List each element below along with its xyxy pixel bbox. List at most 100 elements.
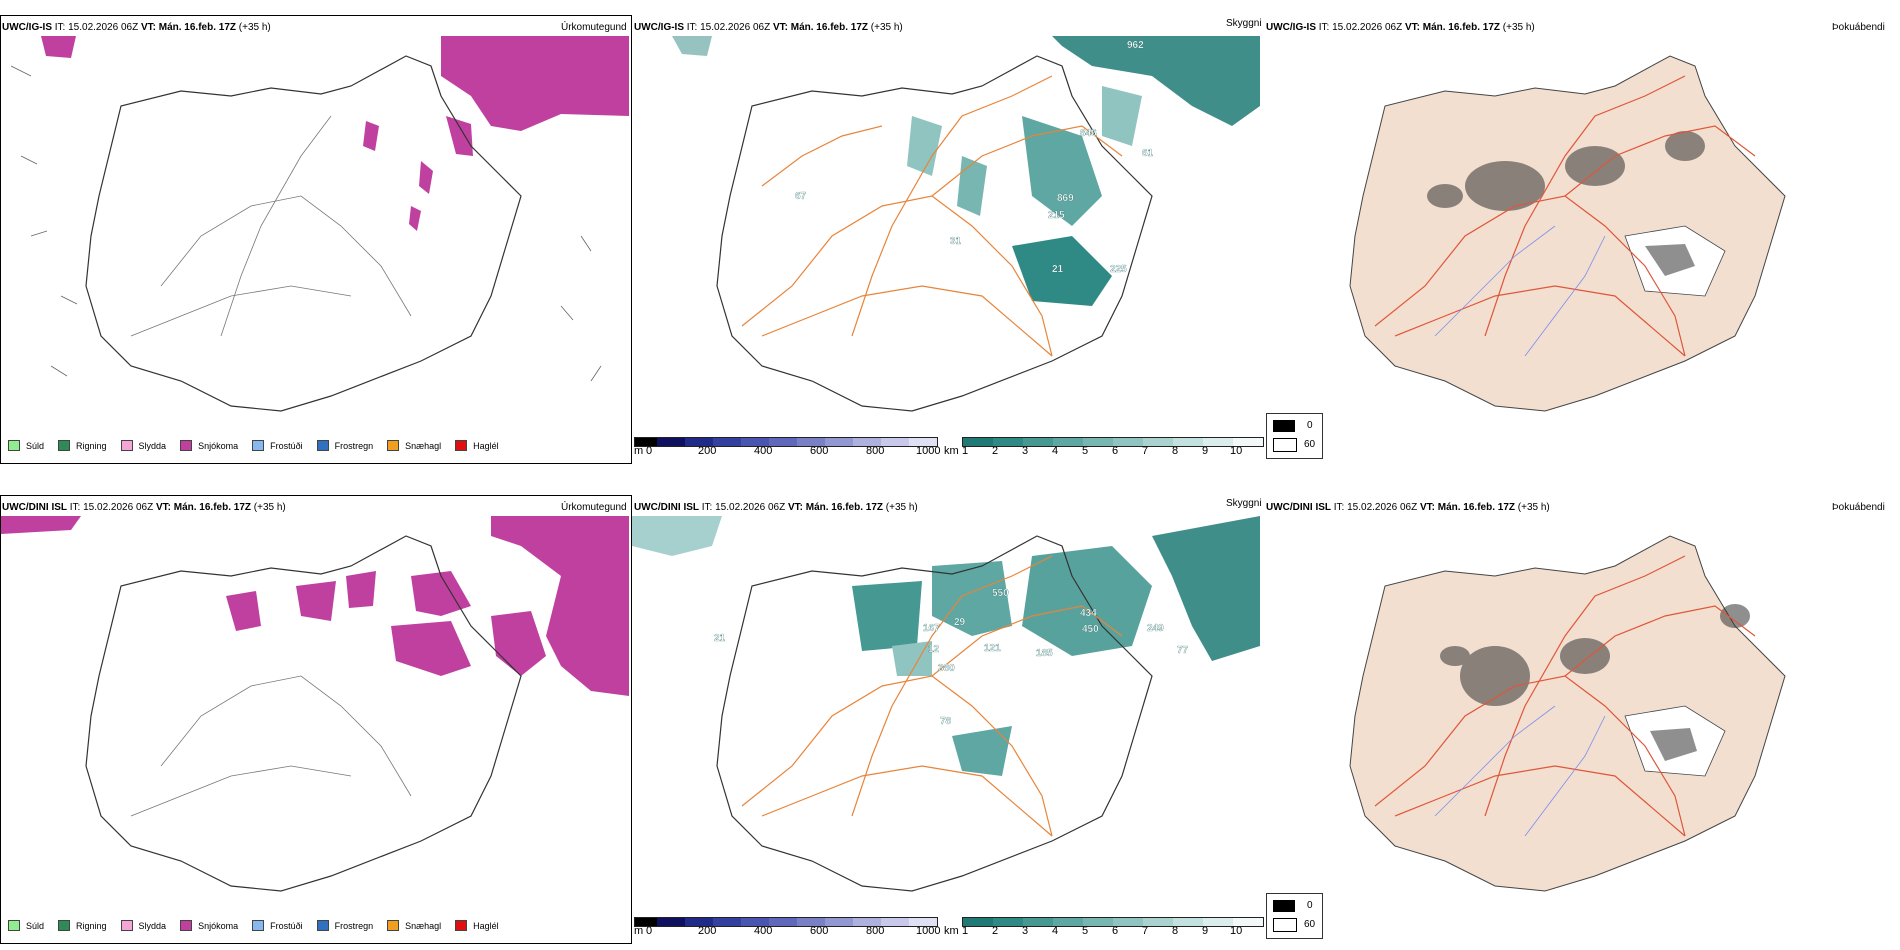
panel-type-fog: Þokuábendi: [1832, 502, 1885, 513]
vt-value: Mán. 16.feb. 17Z: [158, 22, 236, 33]
swatch-frostudi: [252, 920, 265, 931]
tick: 200: [698, 445, 717, 457]
height-unit: m: [634, 445, 644, 457]
tick: 6: [1112, 925, 1119, 937]
legend-item: Súld: [8, 920, 44, 931]
it-value: 15.02.2026 06Z: [1347, 502, 1418, 513]
iceland-map-visibility-bottom: 550 434 450 185 121 167 29 12 380 77 249…: [632, 516, 1260, 892]
lead-time: (+35 h): [885, 502, 918, 513]
swatch-haglel: [455, 440, 468, 451]
it-label: IT:: [1333, 502, 1345, 513]
height-scale-top: [634, 437, 938, 447]
tick: 2: [992, 925, 999, 937]
visibility-label: 846: [1080, 128, 1097, 139]
legend-label: Slydda: [138, 920, 167, 931]
visibility-label: 249: [1147, 623, 1164, 634]
visibility-label: 78: [940, 716, 952, 727]
lead-time: (+35 h): [1517, 502, 1550, 513]
fog-swatch-black: [1273, 900, 1295, 912]
it-value: 15.02.2026 06Z: [1332, 22, 1403, 33]
tick: 800: [866, 925, 885, 937]
panel-title-precip-bottom: UWC/DINI ISL IT: 15.02.2026 06Z VT: Mán.…: [2, 502, 286, 514]
visibility-label: 167: [923, 623, 940, 634]
tick: 8: [1172, 445, 1179, 457]
vt-label: VT:: [140, 22, 156, 33]
vt-value: Mán. 16.feb. 17Z: [805, 502, 883, 513]
legend-item: Slydda: [120, 440, 167, 451]
legend-item: Snjókoma: [180, 920, 238, 931]
swatch-frostregn: [316, 920, 329, 931]
visibility-label: 962: [1127, 40, 1144, 51]
visibility-label: 29: [954, 617, 966, 628]
legend-label: Haglél: [473, 920, 499, 931]
lead-time: (+35 h): [253, 502, 286, 513]
visibility-label: 21: [714, 633, 726, 644]
panel-title-precip-top: UWC/IG-IS IT: 15.02.2026 06Z VT: Mán. 16…: [2, 22, 271, 34]
vt-value: Mán. 16.feb. 17Z: [173, 502, 251, 513]
iceland-map-precip-bottom: [1, 516, 629, 892]
legend-label: Frostúði: [270, 920, 303, 931]
swatch-haglel: [455, 920, 468, 931]
precip-panel-bottom: [0, 495, 632, 944]
tick: 3: [1022, 445, 1029, 457]
swatch-snaehagl: [387, 920, 400, 931]
tick: 9: [1202, 925, 1209, 937]
visibility-label: 77: [1177, 645, 1189, 656]
iceland-map-fog-bottom: [1349, 535, 1786, 892]
visibility-label: 450: [1082, 624, 1099, 635]
tick: 0: [646, 445, 653, 457]
legend-item: Slydda: [120, 920, 167, 931]
legend-label: Haglél: [473, 440, 499, 451]
visibility-label: 225: [1110, 264, 1127, 275]
legend-item: Frostregn: [316, 920, 373, 931]
tick: 4: [1052, 445, 1059, 457]
vt-label: VT:: [787, 502, 803, 513]
swatch-rigning: [58, 440, 71, 451]
swatch-slydda: [120, 440, 133, 451]
vt-value: Mán. 16.feb. 17Z: [1437, 502, 1515, 513]
tick: 5: [1082, 445, 1089, 457]
legend-label: Snjókoma: [198, 920, 239, 931]
it-label: IT:: [686, 22, 698, 33]
swatch-sudl: [8, 920, 20, 931]
swatch-snaehagl: [387, 440, 400, 451]
tick: 10: [1230, 925, 1243, 937]
it-value: 15.02.2026 06Z: [68, 22, 139, 33]
tick: 400: [754, 445, 773, 457]
tick: 1: [962, 925, 969, 937]
visibility-label: 185: [1036, 648, 1053, 659]
fog-legend-bottom: 0 60: [1266, 893, 1323, 939]
vt-value: Mán. 16.feb. 17Z: [790, 22, 868, 33]
model-name: UWC/DINI ISL: [2, 502, 67, 513]
visibility-label: 380: [938, 663, 955, 674]
precip-legend-top: Súld Rigning Slydda Snjókoma Frostúði Fr…: [8, 440, 513, 451]
it-value: 15.02.2026 06Z: [715, 502, 786, 513]
height-scale-bottom: [634, 917, 938, 927]
panel-type-precip: Úrkomutegund: [561, 22, 627, 33]
tick: 0: [646, 925, 653, 937]
model-name: UWC/IG-IS: [1266, 22, 1316, 33]
precip-panel-top: [0, 15, 632, 464]
tick: 7: [1142, 445, 1149, 457]
fog-swatch-white: [1273, 918, 1297, 932]
panel-type-visibility: Skyggni: [1226, 498, 1262, 509]
tick: 10: [1230, 445, 1243, 457]
tick: 400: [754, 925, 773, 937]
visibility-scale-bottom: [962, 917, 1264, 927]
visibility-unit: km: [944, 445, 959, 457]
panel-title-visibility-bottom: UWC/DINI ISL IT: 15.02.2026 06Z VT: Mán.…: [634, 502, 918, 514]
height-scale-labels-bottom: 0 200 400 600 800 1000: [634, 925, 944, 939]
tick: 2: [992, 445, 999, 457]
legend-label: Snæhagl: [405, 920, 442, 931]
legend-item: Snæhagl: [387, 440, 441, 451]
legend-label: Slydda: [138, 440, 167, 451]
visibility-label: 869: [1057, 193, 1074, 204]
tick: 1000: [916, 445, 941, 457]
legend-item: Súld: [8, 440, 44, 451]
vt-label: VT:: [155, 502, 171, 513]
fog-label: 0: [1307, 900, 1313, 911]
legend-label: Snjókoma: [198, 440, 239, 451]
legend-item: Rigning: [58, 440, 107, 451]
fog-swatch-white: [1273, 438, 1297, 452]
visibility-label: 31: [950, 236, 962, 247]
